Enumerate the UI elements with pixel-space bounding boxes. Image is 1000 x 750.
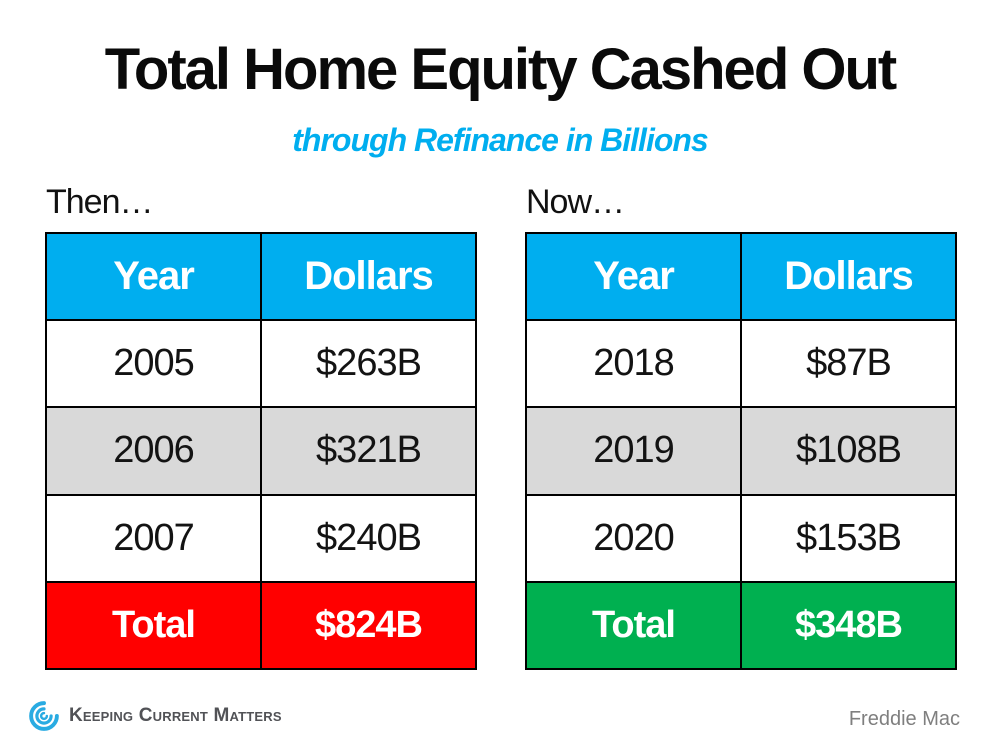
then-header-dollars: Dollars: [260, 231, 477, 322]
then-dollars-cell: $321B: [260, 406, 477, 496]
table-row: 2006 $321B: [45, 406, 477, 496]
kcm-logo: Keeping Current Matters: [28, 700, 282, 732]
now-dollars-cell: $87B: [740, 319, 957, 409]
now-header-row: Year Dollars: [525, 231, 957, 322]
then-year-cell: 2007: [45, 493, 262, 583]
now-dollars-cell: $108B: [740, 406, 957, 496]
now-header-year: Year: [525, 231, 742, 322]
now-total-label: Total: [525, 580, 742, 671]
now-header-dollars: Dollars: [740, 231, 957, 322]
table-row: 2007 $240B: [45, 493, 477, 583]
kcm-swirl-icon: [29, 701, 59, 731]
now-year-cell: 2020: [525, 493, 742, 583]
now-year-cell: 2019: [525, 406, 742, 496]
then-total-row: Total $824B: [45, 580, 477, 671]
then-total-label: Total: [45, 580, 262, 671]
then-header-row: Year Dollars: [45, 231, 477, 322]
page-title: Total Home Equity Cashed Out: [104, 37, 897, 102]
table-row: 2005 $263B: [45, 319, 477, 409]
then-year-cell: 2005: [45, 319, 262, 409]
page-subtitle: through Refinance in Billions: [292, 122, 708, 158]
then-header-year: Year: [45, 231, 262, 322]
then-table: Year Dollars 2005 $263B 2006 $321B 2007 …: [45, 231, 477, 671]
then-dollars-cell: $263B: [260, 319, 477, 409]
now-total-value: $348B: [740, 580, 957, 671]
then-total-value: $824B: [260, 580, 477, 671]
now-dollars-cell: $153B: [740, 493, 957, 583]
table-row: 2019 $108B: [525, 406, 957, 496]
kcm-logo-text: Keeping Current Matters: [69, 705, 282, 726]
table-row: 2020 $153B: [525, 493, 957, 583]
then-dollars-cell: $240B: [260, 493, 477, 583]
then-section-label: Then…: [46, 183, 153, 221]
now-total-row: Total $348B: [525, 580, 957, 671]
now-section-label: Now…: [526, 183, 625, 221]
source-attribution: Freddie Mac: [848, 708, 960, 730]
then-year-cell: 2006: [45, 406, 262, 496]
table-row: 2018 $87B: [525, 319, 957, 409]
now-year-cell: 2018: [525, 319, 742, 409]
now-table: Year Dollars 2018 $87B 2019 $108B 2020 $…: [525, 231, 957, 671]
